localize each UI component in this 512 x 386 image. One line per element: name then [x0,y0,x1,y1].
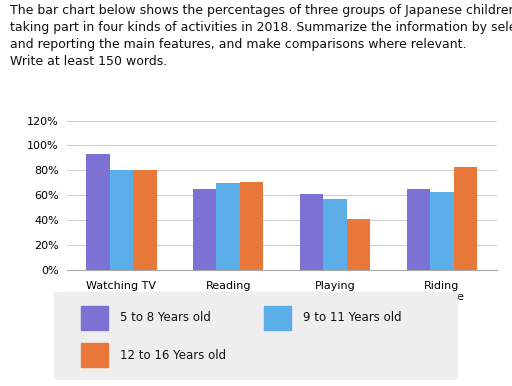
FancyBboxPatch shape [54,292,458,380]
Text: 5 to 8 Years old: 5 to 8 Years old [120,312,210,325]
Bar [133,171,157,270]
Bar [240,182,264,270]
Bar [454,167,477,270]
Bar [86,154,110,270]
Text: The bar chart below shows the percentages of three groups of Japanese children
t: The bar chart below shows the percentage… [10,4,512,68]
Bar [323,199,347,270]
Text: 9 to 11 Years old: 9 to 11 Years old [303,312,401,325]
Bar [347,219,370,270]
Bar [81,344,108,367]
Bar [110,171,133,270]
Bar [217,183,240,270]
Bar [407,189,430,270]
Bar [193,189,217,270]
Text: 12 to 16 Years old: 12 to 16 Years old [120,349,226,362]
Bar [264,306,291,330]
Bar [81,306,108,330]
Bar [300,194,323,270]
Bar [430,191,454,270]
